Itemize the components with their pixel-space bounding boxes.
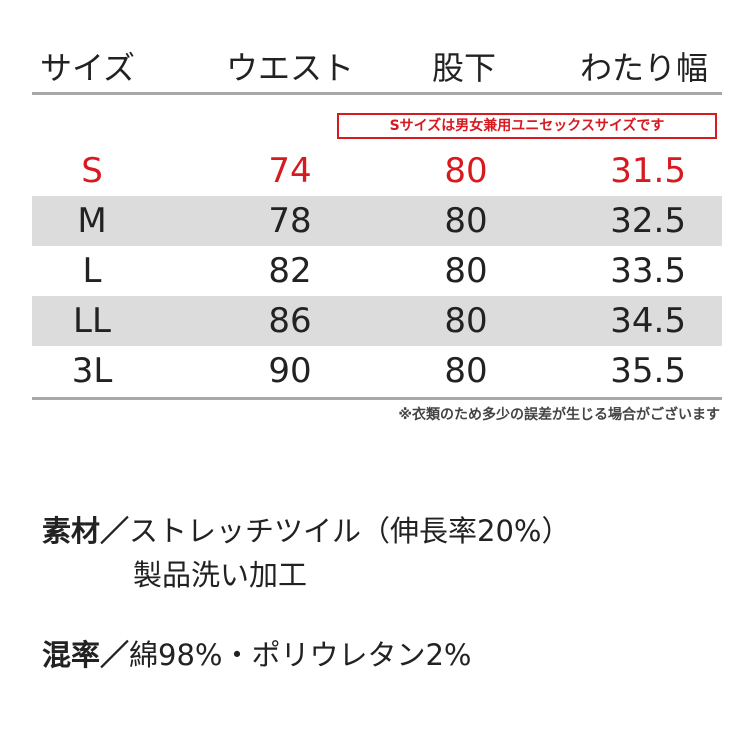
cell: LL [73,301,111,341]
header: ウエスト [226,49,355,87]
header: わたり幅 [579,49,708,87]
cell: M [77,201,107,241]
cell: 74 [268,151,312,191]
cell: 31.5 [610,151,686,191]
row-band [32,196,722,246]
material-line: 製品洗い加工 [133,558,308,592]
cell: 3L [71,351,113,391]
cell: 80 [444,351,488,391]
cell: 78 [268,201,312,241]
label: 混率／ [42,638,130,672]
header: サイズ [40,49,136,87]
cell: 34.5 [610,301,686,341]
cell: S [81,151,103,191]
cell: 86 [268,301,312,341]
rule [32,397,722,400]
cell: 33.5 [610,251,686,291]
cell: 80 [444,301,488,341]
cell: 32.5 [610,201,686,241]
label: 素材／ [42,514,130,548]
text: ストレッチツイル（伸長率20%） [129,514,571,548]
material: 素材／ストレッチツイル（伸長率20%） [42,508,570,550]
cell: 80 [444,151,488,191]
cell: L [82,251,102,291]
cell: 80 [444,251,488,291]
footnote: ※衣類のため多少の誤差が生じる場合がございます [398,407,720,423]
blend: 混率／綿98%・ポリウレタン2% [42,632,471,674]
cell: 35.5 [610,351,686,391]
note: Sサイズは男女兼用ユニセックスサイズです [337,113,717,139]
cell: 90 [268,351,312,391]
row-band [32,296,722,346]
text: 綿98%・ポリウレタン2% [129,638,472,672]
cell: 82 [268,251,312,291]
header: 股下 [432,49,497,87]
cell: 80 [444,201,488,241]
rule [32,92,722,95]
